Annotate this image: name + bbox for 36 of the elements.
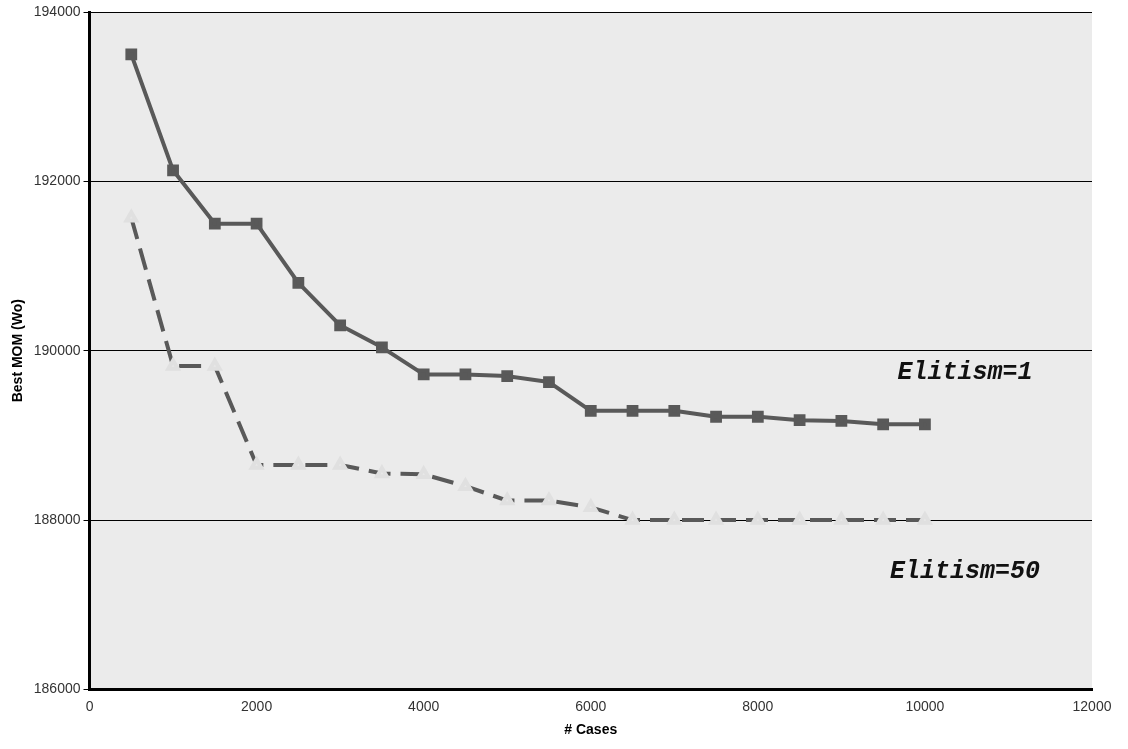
- point: [376, 341, 388, 354]
- point: [292, 277, 305, 289]
- point: [167, 164, 179, 177]
- series-label: Elitism=50: [889, 557, 1040, 587]
- point: [334, 319, 347, 332]
- x-tick-label: 0: [85, 697, 94, 714]
- x-axis-title: # Cases: [564, 721, 618, 738]
- point: [835, 415, 848, 427]
- point: [710, 410, 722, 423]
- y-tick-label: 188000: [33, 510, 81, 527]
- point: [584, 404, 597, 417]
- point: [751, 410, 764, 423]
- x-tick-label: 4000: [408, 697, 440, 714]
- x-tick-label: 10000: [905, 697, 945, 714]
- point: [877, 418, 890, 431]
- series-label: Elitism=1: [897, 357, 1033, 387]
- point: [417, 368, 430, 381]
- point: [208, 217, 221, 230]
- y-tick-label: 194000: [33, 2, 81, 19]
- point: [250, 217, 263, 230]
- y-axis-title: Best MOM (Wo): [9, 299, 26, 403]
- point: [626, 404, 639, 417]
- point: [459, 368, 472, 381]
- x-tick-label: 12000: [1072, 697, 1112, 714]
- point: [501, 370, 514, 382]
- point: [668, 404, 681, 417]
- point: [125, 48, 138, 61]
- x-tick-label: 2000: [241, 697, 273, 714]
- y-tick-label: 186000: [33, 680, 81, 697]
- point: [919, 418, 931, 431]
- point: [793, 414, 806, 427]
- point: [543, 376, 555, 388]
- y-tick-label: 192000: [33, 172, 81, 189]
- x-tick-label: 8000: [742, 697, 774, 714]
- x-tick-label: 6000: [575, 697, 607, 714]
- y-tick-label: 190000: [33, 341, 81, 358]
